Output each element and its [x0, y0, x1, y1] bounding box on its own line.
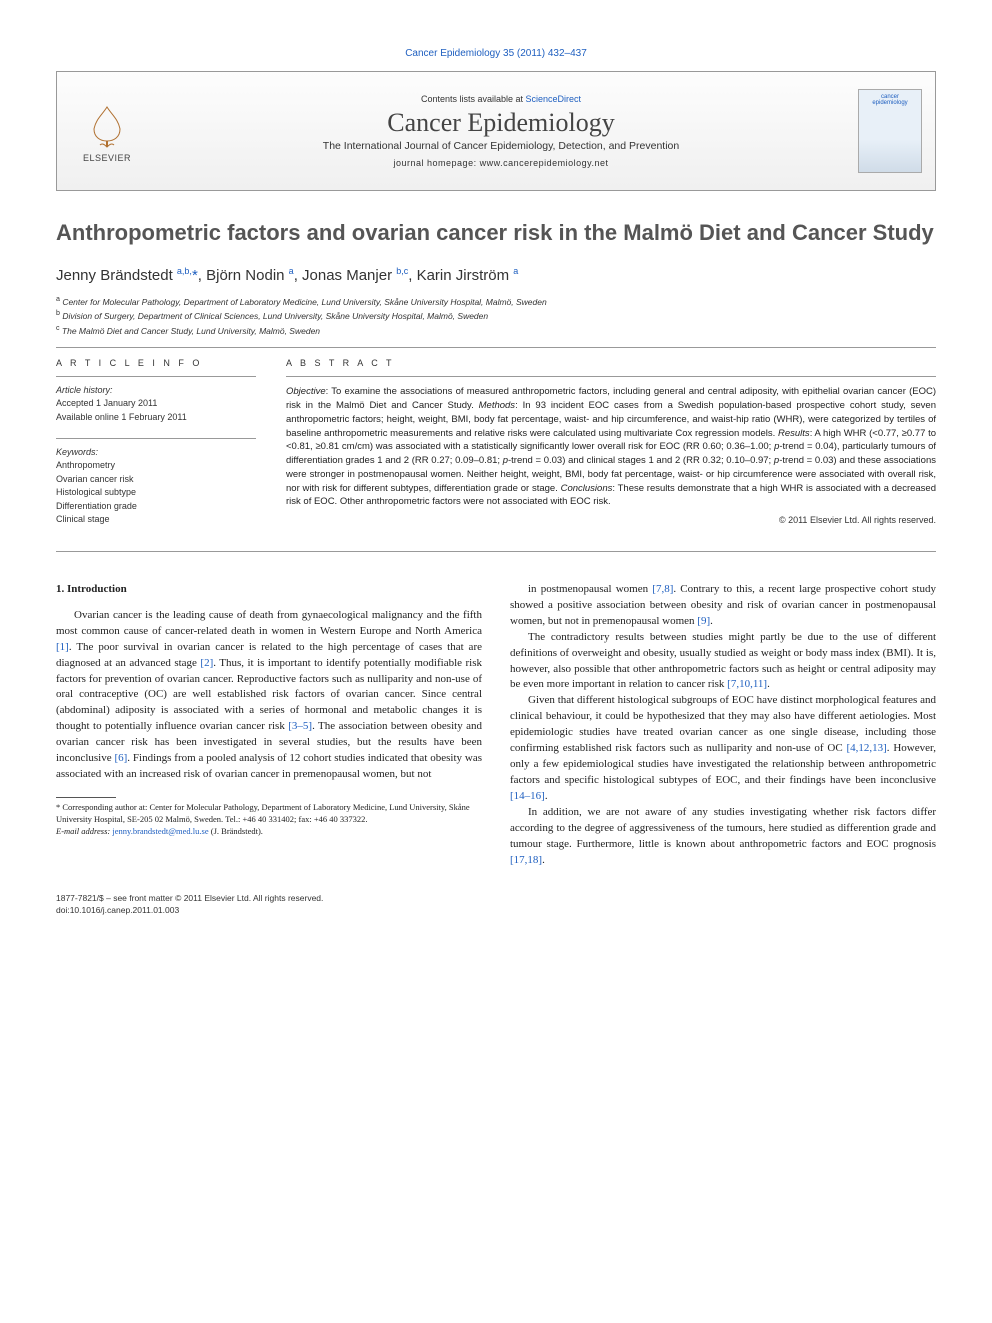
history-label: Article history: — [56, 385, 256, 395]
keyword: Anthropometry — [56, 459, 256, 473]
body-para-1: Ovarian cancer is the leading cause of d… — [56, 608, 482, 783]
footnote-email-link[interactable]: jenny.brandstedt@med.lu.se — [112, 826, 208, 836]
banner-center: Contents lists available at ScienceDirec… — [157, 72, 845, 190]
keywords-label: Keywords: — [56, 447, 256, 457]
journal-homepage: journal homepage: www.cancerepidemiology… — [157, 158, 845, 168]
article-title: Anthropometric factors and ovarian cance… — [56, 219, 936, 248]
journal-cover-thumb: cancer epidemiology — [858, 89, 922, 173]
journal-name: Cancer Epidemiology — [157, 108, 845, 138]
abstract-column: A B S T R A C T Objective: To examine th… — [286, 358, 936, 541]
rule-bottom — [56, 551, 936, 552]
page-footer: 1877-7821/$ – see front matter © 2011 El… — [56, 893, 936, 917]
history-online: Available online 1 February 2011 — [56, 411, 256, 425]
abstract-copyright: © 2011 Elsevier Ltd. All rights reserved… — [286, 515, 936, 525]
publisher-label: ELSEVIER — [83, 153, 131, 163]
keyword: Ovarian cancer risk — [56, 473, 256, 487]
keyword: Differentiation grade — [56, 500, 256, 514]
corresponding-author-footnote: * Corresponding author at: Center for Mo… — [56, 802, 482, 838]
abstract-text: Objective: To examine the associations o… — [286, 385, 936, 509]
keyword: Clinical stage — [56, 513, 256, 527]
section-heading: 1. Introduction — [56, 582, 482, 598]
elsevier-tree-icon — [80, 99, 134, 153]
footnote-email-label: E-mail address: — [56, 826, 110, 836]
running-head: Cancer Epidemiology 35 (2011) 432–437 — [56, 48, 936, 59]
keyword: Histological subtype — [56, 486, 256, 500]
footer-issn: 1877-7821/$ – see front matter © 2011 El… — [56, 893, 936, 905]
body-para-5: In addition, we are not aware of any stu… — [510, 805, 936, 869]
footnote-email-line: E-mail address: jenny.brandstedt@med.lu.… — [56, 826, 482, 838]
publisher-logo-block: ELSEVIER — [57, 72, 157, 190]
cover-label-2: epidemiology — [872, 100, 907, 106]
author-list: Jenny Brändstedt a,b,*, Björn Nodin a, J… — [56, 266, 936, 284]
contents-prefix: Contents lists available at — [421, 94, 526, 104]
footnote-separator — [56, 797, 116, 798]
article-info-heading: A R T I C L E I N F O — [56, 358, 256, 368]
keywords-block: Keywords: Anthropometry Ovarian cancer r… — [56, 447, 256, 527]
body-para-4: Given that different histological subgro… — [510, 693, 936, 805]
sciencedirect-link[interactable]: ScienceDirect — [526, 94, 582, 104]
section-title: Introduction — [67, 583, 127, 595]
history-accepted: Accepted 1 January 2011 — [56, 397, 256, 411]
footnote-email-name: (J. Brändstedt). — [211, 826, 263, 836]
rule-top — [56, 347, 936, 348]
article-info-column: A R T I C L E I N F O Article history: A… — [56, 358, 256, 541]
affiliation-b: b Division of Surgery, Department of Cli… — [56, 308, 936, 323]
cover-thumb-block: cancer epidemiology — [845, 72, 935, 190]
body-two-column: 1. Introduction Ovarian cancer is the le… — [56, 582, 936, 869]
article-history: Article history: Accepted 1 January 2011… — [56, 385, 256, 424]
affiliations: a Center for Molecular Pathology, Depart… — [56, 294, 936, 338]
journal-subtitle: The International Journal of Cancer Epid… — [157, 140, 845, 152]
affiliation-a: a Center for Molecular Pathology, Depart… — [56, 294, 936, 309]
footnote-corr: * Corresponding author at: Center for Mo… — [56, 802, 482, 826]
body-para-2: in postmenopausal women [7,8]. Contrary … — [510, 582, 936, 630]
affiliation-c: c The Malmö Diet and Cancer Study, Lund … — [56, 323, 936, 338]
journal-banner: ELSEVIER Contents lists available at Sci… — [56, 71, 936, 191]
section-number: 1. — [56, 583, 64, 595]
footer-doi: doi:10.1016/j.canep.2011.01.003 — [56, 905, 936, 917]
rule-keywords — [56, 438, 256, 439]
abstract-heading: A B S T R A C T — [286, 358, 936, 368]
body-para-3: The contradictory results between studie… — [510, 630, 936, 694]
contents-available: Contents lists available at ScienceDirec… — [157, 94, 845, 104]
rule-info — [56, 376, 256, 377]
rule-abs — [286, 376, 936, 377]
